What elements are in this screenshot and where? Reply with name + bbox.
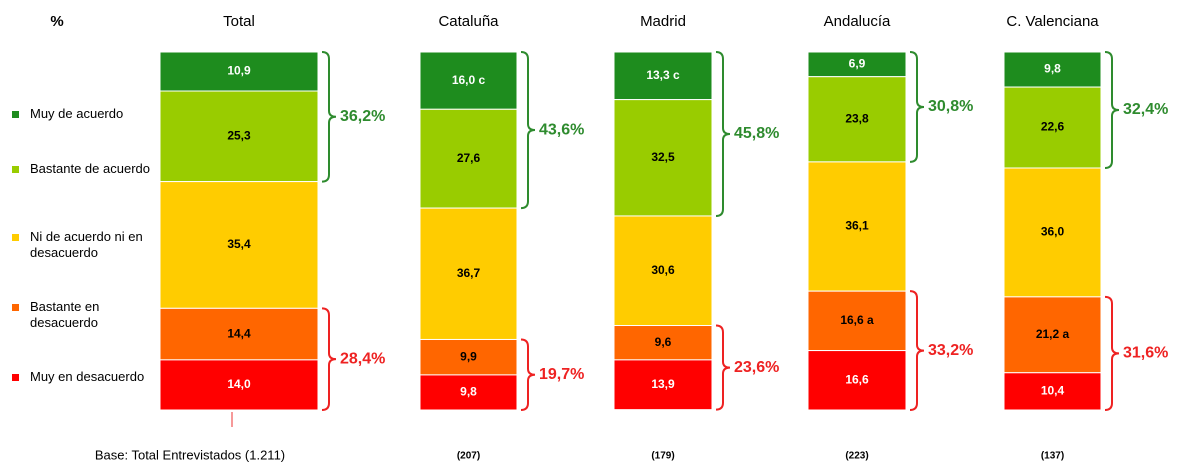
bar-segment — [613, 51, 713, 101]
category-label: Madrid — [640, 13, 686, 30]
bar-segment — [419, 338, 518, 376]
agree-total: 36,2% — [340, 108, 385, 125]
base-label: (137) — [1041, 451, 1064, 462]
value-label: 35,4 — [227, 237, 251, 251]
bar-segment — [807, 290, 907, 352]
base-label: (223) — [845, 451, 868, 462]
disagree-total: 28,4% — [340, 350, 385, 367]
category-label: Cataluña — [438, 13, 499, 30]
value-label: 9,8 — [1044, 62, 1061, 76]
value-label: 10,9 — [227, 64, 251, 78]
disagree-bracket — [321, 307, 337, 411]
agree-bracket — [520, 51, 536, 210]
agree-bracket — [321, 51, 337, 183]
value-label: 36,0 — [1041, 225, 1065, 239]
legend-swatch — [12, 166, 19, 173]
bar-segment — [159, 307, 319, 361]
category-label: Total — [223, 13, 255, 30]
disagree-bracket — [909, 290, 925, 411]
legend-label: Ni de acuerdo ni en desacuerdo — [30, 229, 143, 260]
category-label: Andalucía — [824, 13, 891, 30]
value-label: 14,0 — [227, 377, 251, 391]
value-label: 36,7 — [457, 266, 481, 280]
disagree-total: 33,2% — [928, 342, 973, 359]
agree-total: 45,8% — [734, 125, 779, 142]
value-label: 9,9 — [460, 349, 477, 363]
value-label: 16,6 — [845, 372, 869, 386]
disagree-total: 31,6% — [1123, 345, 1168, 362]
disagree-bracket — [1104, 295, 1120, 411]
bar-segment — [613, 215, 713, 327]
bar-segment — [613, 99, 713, 217]
bar-segment — [1003, 296, 1102, 374]
value-label: 16,6 a — [840, 313, 874, 327]
bar-segment — [613, 325, 713, 361]
base-label: Base: Total Entrevistados (1.211) — [95, 447, 285, 462]
legend-swatch — [12, 304, 19, 311]
value-label: 36,1 — [845, 219, 869, 233]
bar-segment — [613, 359, 713, 411]
value-label: 9,8 — [460, 385, 477, 399]
bar-segment — [807, 161, 907, 292]
base-label: (207) — [457, 451, 480, 462]
disagree-total: 23,6% — [734, 359, 779, 376]
value-label: 13,3 c — [646, 68, 680, 82]
value-label: 23,8 — [845, 111, 869, 125]
value-label: 22,6 — [1041, 120, 1065, 134]
legend-swatch — [12, 234, 19, 241]
value-label: 10,4 — [1041, 384, 1065, 398]
bar-segment — [419, 374, 518, 411]
bar-segment — [1003, 86, 1102, 169]
bar-segment — [807, 350, 907, 411]
bar-segment — [1003, 167, 1102, 298]
value-label: 25,3 — [227, 128, 251, 142]
legend-label: Muy en desacuerdo — [30, 369, 145, 384]
value-label: 9,6 — [655, 335, 672, 349]
legend-label: Bastante de acuerdo — [30, 161, 150, 176]
bar-segment — [419, 207, 518, 340]
bar-segment — [159, 359, 319, 411]
value-label: 14,4 — [227, 326, 251, 340]
bar-segment — [159, 90, 319, 183]
agree-bracket — [1104, 51, 1120, 169]
agree-bracket — [909, 51, 925, 163]
value-label: 27,6 — [457, 151, 481, 165]
value-label: 13,9 — [651, 377, 675, 391]
legend-swatch — [12, 111, 19, 118]
legend-swatch — [12, 374, 19, 381]
value-label: 30,6 — [651, 263, 675, 277]
agree-total: 30,8% — [928, 98, 973, 115]
y-label: % — [50, 13, 63, 30]
disagree-bracket — [715, 324, 731, 411]
disagree-total: 19,7% — [539, 366, 584, 383]
value-label: 32,5 — [651, 150, 675, 164]
category-label: C. Valenciana — [1006, 13, 1099, 30]
bar-segment — [1003, 372, 1102, 411]
value-label: 16,0 c — [452, 73, 486, 87]
agree-total: 43,6% — [539, 121, 584, 138]
value-label: 21,2 a — [1036, 327, 1070, 341]
value-label: 6,9 — [849, 57, 866, 71]
bar-segment — [419, 51, 518, 110]
legend-label: Muy de acuerdo — [30, 106, 124, 121]
base-label: (179) — [651, 451, 674, 462]
agree-bracket — [715, 51, 731, 217]
legend-label: Bastante en desacuerdo — [30, 299, 100, 330]
bar-segment — [419, 108, 518, 209]
agree-total: 32,4% — [1123, 101, 1168, 118]
disagree-bracket — [520, 338, 536, 411]
